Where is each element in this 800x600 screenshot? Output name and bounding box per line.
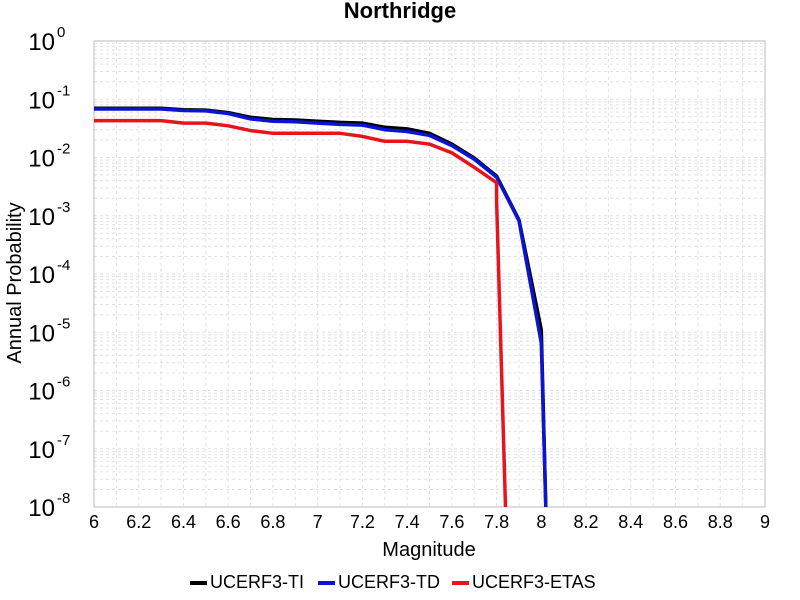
- x-tick-label: 6.6: [216, 512, 241, 532]
- grid-lines: [93, 41, 766, 508]
- y-tick-exponent: -4: [57, 257, 70, 274]
- x-axis-label: Magnitude: [382, 539, 475, 561]
- y-axis-label: Annual Probability: [4, 202, 26, 363]
- y-tick-base: 10: [28, 495, 55, 522]
- legend-label: UCERF3-TI: [210, 572, 304, 592]
- y-tick-exponent: -1: [57, 82, 70, 99]
- y-tick-base: 10: [28, 87, 55, 114]
- series-line-ucerf3-etas: [94, 118, 508, 508]
- x-axis-ticks: 6 6.2 6.4 6.6 6.8 7 7.2 7.4 7.6 7.8 8 8.2 8.4 8.6 8.8 9: [89, 512, 770, 532]
- y-tick-label: 10 -1: [28, 82, 70, 114]
- x-tick-label: 8.6: [663, 512, 688, 532]
- y-tick-exponent: -3: [57, 199, 70, 216]
- y-tick-base: 10: [28, 437, 55, 464]
- series-lines: [94, 106, 548, 508]
- chart-title: Northridge: [344, 0, 456, 23]
- x-tick-label: 7.4: [395, 512, 420, 532]
- series-line-ucerf3-td: [94, 107, 548, 508]
- legend-label: UCERF3-ETAS: [472, 572, 596, 592]
- x-tick-label: 7.8: [484, 512, 509, 532]
- y-tick-exponent: -8: [57, 490, 70, 507]
- y-tick-label: 10 -3: [28, 199, 70, 231]
- legend-label: UCERF3-TD: [338, 572, 440, 592]
- x-tick-label: 8.8: [708, 512, 733, 532]
- y-tick-label: 10 -5: [28, 315, 70, 347]
- legend-item: UCERF3-ETAS: [452, 572, 596, 592]
- y-tick-base: 10: [28, 320, 55, 347]
- x-tick-label: 7.2: [350, 512, 375, 532]
- legend-item: UCERF3-TI: [190, 572, 304, 592]
- x-tick-label: 8.2: [574, 512, 599, 532]
- x-tick-label: 6.4: [171, 512, 196, 532]
- legend-item: UCERF3-TD: [318, 572, 440, 592]
- y-tick-exponent: -6: [57, 374, 70, 391]
- y-tick-label: 10 -7: [28, 432, 70, 464]
- x-tick-label: 7.6: [439, 512, 464, 532]
- y-tick-label: 10 -8: [28, 490, 70, 522]
- y-tick-base: 10: [28, 204, 55, 231]
- y-tick-base: 10: [28, 262, 55, 289]
- y-tick-label: 10 -2: [28, 141, 70, 173]
- y-tick-base: 10: [28, 379, 55, 406]
- y-tick-label: 10 -4: [28, 257, 70, 289]
- x-tick-label: 8: [536, 512, 546, 532]
- x-tick-label: 6: [89, 512, 99, 532]
- x-tick-label: 7: [313, 512, 323, 532]
- y-tick-exponent: 0: [57, 24, 65, 41]
- x-tick-label: 8.4: [618, 512, 643, 532]
- y-tick-base: 10: [28, 146, 55, 173]
- y-tick-base: 10: [28, 29, 55, 56]
- y-tick-label: 10 0: [28, 24, 65, 56]
- plot-area-frame: [93, 40, 766, 508]
- x-tick-label: 6.8: [260, 512, 285, 532]
- y-tick-exponent: -2: [57, 141, 70, 158]
- y-tick-exponent: -7: [57, 432, 70, 449]
- y-tick-exponent: -5: [57, 315, 70, 332]
- x-tick-label: 9: [760, 512, 770, 532]
- y-tick-label: 10 -6: [28, 374, 70, 406]
- x-tick-label: 6.2: [126, 512, 151, 532]
- legend: UCERF3-TI UCERF3-TD UCERF3-ETAS: [190, 572, 596, 592]
